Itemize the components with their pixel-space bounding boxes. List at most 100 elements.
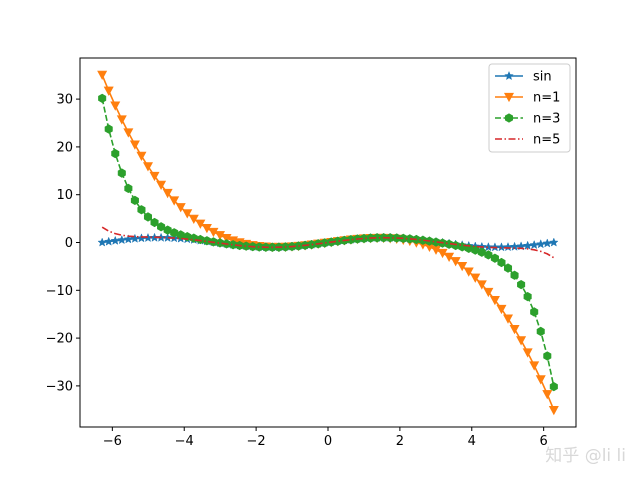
data-point: [142, 162, 153, 172]
data-point: [490, 253, 499, 263]
data-point: [214, 231, 225, 241]
data-point: [522, 240, 533, 250]
data-point: [116, 234, 127, 245]
data-point: [162, 232, 173, 242]
data-point: [103, 236, 114, 246]
data-point: [162, 188, 173, 199]
data-point: [124, 183, 133, 194]
y-tick-label: −20: [46, 332, 73, 347]
data-point: [117, 168, 126, 178]
data-point: [510, 270, 519, 280]
data-point: [129, 140, 140, 150]
data-point: [543, 351, 552, 361]
data-point: [477, 247, 486, 257]
data-point: [457, 261, 468, 272]
legend-item: n=1: [495, 91, 560, 106]
data-point: [104, 124, 113, 134]
data-point: [156, 180, 167, 191]
data-point: [548, 237, 559, 247]
data-point: [470, 273, 481, 283]
data-point: [476, 280, 487, 290]
data-point: [196, 234, 205, 245]
data-point: [542, 238, 553, 248]
data-point: [496, 304, 507, 315]
data-point: [463, 267, 474, 277]
data-point: [489, 295, 500, 306]
x-tick-label: 0: [324, 434, 332, 449]
data-point: [130, 233, 140, 243]
y-tick-label: −30: [46, 379, 73, 394]
data-point: [530, 307, 539, 317]
data-point: [182, 209, 193, 219]
data-point: [523, 291, 532, 302]
y-axis: −30 −20 −10 0 10 20 30: [46, 93, 80, 394]
x-tick-label: −6: [103, 434, 122, 449]
data-point: [98, 93, 107, 103]
y-tick-label: 0: [65, 236, 73, 251]
data-point: [450, 257, 461, 267]
legend-box: [488, 63, 571, 153]
data-point: [503, 241, 513, 252]
data-point: [536, 326, 545, 337]
data-point: [509, 324, 520, 335]
data-point: [97, 237, 108, 247]
data-point: [123, 128, 134, 138]
data-point: [445, 239, 454, 249]
data-point: [503, 263, 513, 273]
watermark: 知乎 @li li: [545, 446, 626, 466]
data-point: [175, 203, 186, 213]
data-point: [170, 228, 179, 238]
legend-label: sin: [533, 70, 552, 85]
series-line-n5: [101, 226, 555, 259]
data-point: [471, 245, 480, 255]
data-point: [137, 205, 146, 215]
data-point: [188, 214, 199, 225]
legend-label: n=5: [533, 133, 560, 148]
series-n3: [98, 93, 558, 392]
data-point: [130, 195, 139, 206]
data-point: [215, 238, 225, 248]
x-tick-label: 2: [396, 434, 404, 449]
data-point: [149, 171, 160, 182]
data-point: [535, 239, 546, 249]
data-point: [136, 151, 147, 162]
data-point: [169, 196, 180, 206]
data-point: [116, 115, 127, 125]
data-point: [110, 101, 121, 111]
data-point: [542, 390, 553, 400]
data-point: [497, 257, 506, 268]
plot-area: [97, 70, 559, 416]
data-point: [103, 86, 114, 96]
data-point: [97, 70, 108, 81]
data-point: [548, 405, 559, 416]
x-tick-label: 6: [540, 434, 548, 449]
legend-label: n=3: [533, 112, 560, 127]
data-point: [522, 348, 533, 358]
data-point: [503, 314, 514, 324]
y-tick-label: −10: [46, 284, 73, 299]
data-point: [431, 237, 441, 247]
data-point: [111, 148, 120, 159]
data-point: [535, 375, 546, 385]
data-point: [483, 287, 494, 298]
legend-marker: [503, 92, 515, 103]
data-point: [516, 336, 527, 346]
series-n5: [101, 226, 555, 259]
data-point: [496, 242, 507, 252]
x-tick-label: −4: [175, 434, 194, 449]
legend-label: n=1: [533, 91, 560, 106]
data-point: [509, 241, 520, 251]
data-point: [150, 217, 159, 228]
data-point: [202, 236, 211, 246]
data-point: [529, 361, 540, 371]
x-axis: −6 −4 −2 0 2 4 6: [103, 427, 548, 449]
data-point: [484, 250, 493, 260]
data-point: [157, 222, 166, 232]
data-point: [136, 233, 147, 243]
legend: sin n=1 n=3 n=5: [488, 63, 571, 153]
y-tick-label: 20: [56, 140, 73, 155]
x-tick-label: 4: [468, 434, 476, 449]
x-tick-label: −2: [247, 434, 266, 449]
data-point: [143, 212, 153, 222]
data-point: [176, 230, 185, 240]
